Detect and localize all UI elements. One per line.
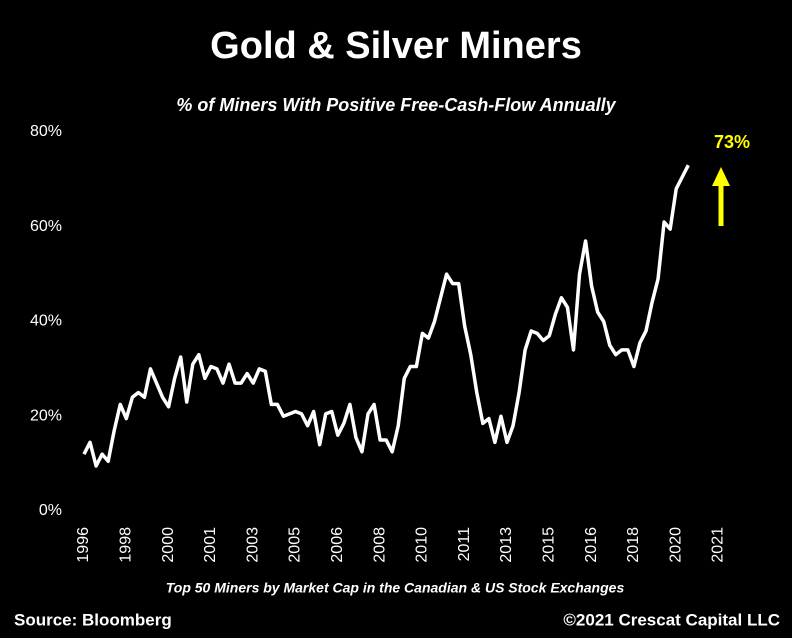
x-tick-label: 2005 [287, 527, 304, 563]
x-tick-label: 2010 [414, 527, 431, 563]
data-line [82, 164, 690, 468]
x-tick-label: 2021 [710, 527, 727, 563]
x-tick-label: 1996 [75, 527, 92, 563]
chart-subtitle: % of Miners With Positive Free-Cash-Flow… [176, 95, 616, 115]
x-tick-label: 2020 [667, 527, 684, 563]
y-tick-label: 0% [39, 502, 62, 519]
x-tick-label: 2000 [160, 527, 177, 563]
x-tick-label: 2011 [456, 527, 473, 562]
x-tick-label: 1998 [118, 527, 135, 563]
x-tick-label: 2016 [583, 527, 600, 563]
y-tick-label: 40% [30, 313, 62, 330]
annotation-arrow [712, 167, 730, 226]
x-tick-label: 2013 [498, 527, 515, 563]
credit: ©2021 Crescat Capital LLC [563, 610, 780, 629]
x-tick-label: 2006 [329, 527, 346, 563]
y-tick-label: 60% [30, 218, 62, 235]
y-tick-label: 80% [30, 123, 62, 140]
annotation-label: 73% [714, 132, 750, 152]
arrow-head [712, 167, 730, 186]
x-tick-label: 2001 [202, 527, 219, 563]
x-tick-label: 2015 [541, 527, 558, 563]
chart-title: Gold & Silver Miners [210, 25, 582, 67]
x-tick-label: 2003 [244, 527, 261, 563]
x-tick-label: 2018 [625, 527, 642, 563]
x-tick-label: 2008 [371, 527, 388, 563]
y-tick-label: 20% [30, 407, 62, 424]
footnote: Top 50 Miners by Market Cap in the Canad… [166, 580, 625, 596]
source: Source: Bloomberg [14, 610, 172, 629]
